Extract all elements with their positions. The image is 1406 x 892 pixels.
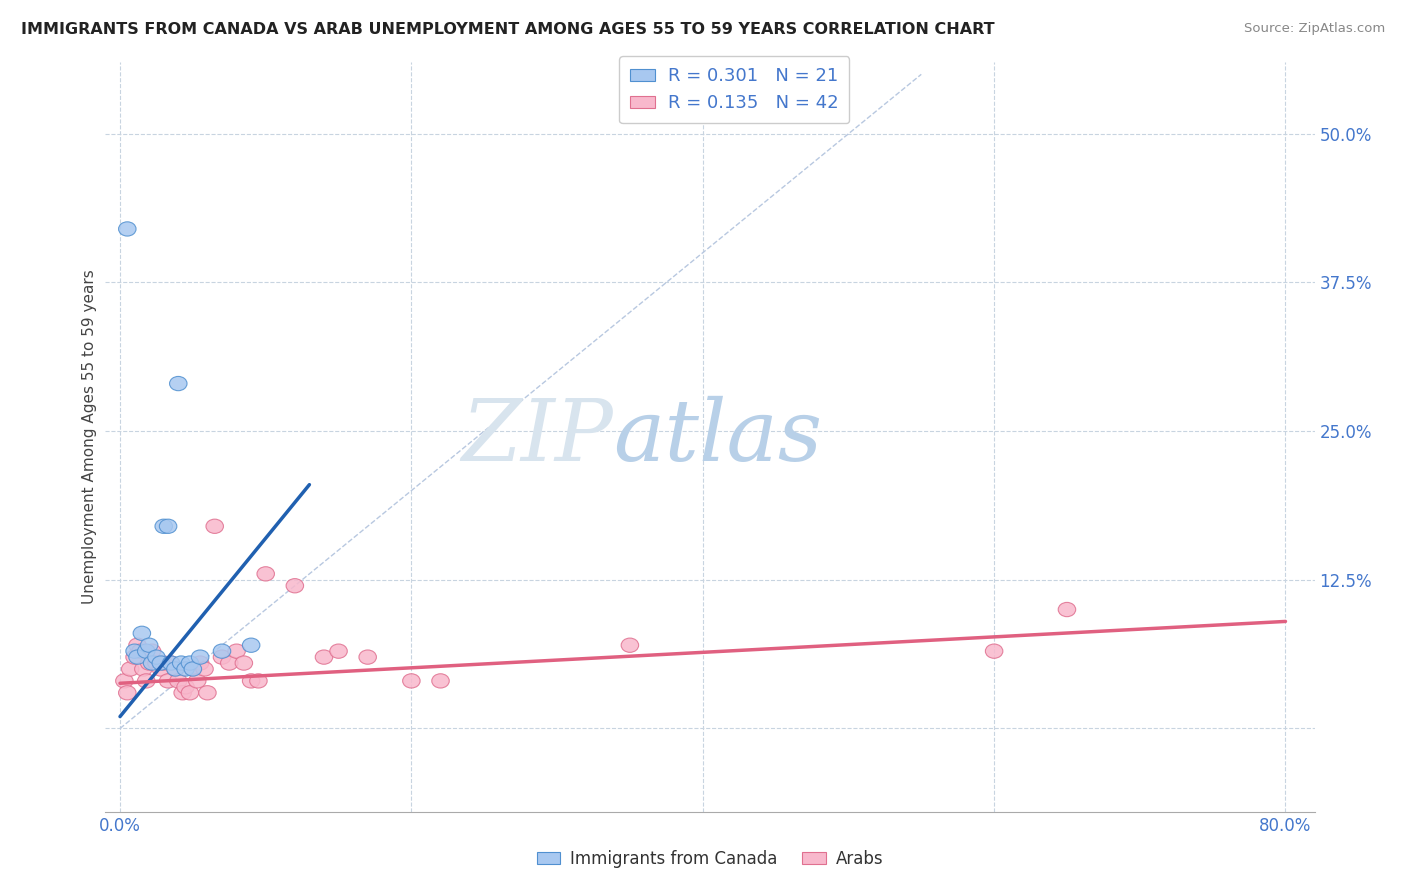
Ellipse shape <box>148 650 165 665</box>
Ellipse shape <box>148 656 165 670</box>
Ellipse shape <box>138 673 155 688</box>
Ellipse shape <box>184 662 201 676</box>
Ellipse shape <box>159 519 177 533</box>
Ellipse shape <box>155 656 173 670</box>
Ellipse shape <box>167 662 184 676</box>
Ellipse shape <box>127 644 143 658</box>
Ellipse shape <box>214 644 231 658</box>
Text: atlas: atlas <box>613 396 823 478</box>
Ellipse shape <box>152 656 170 670</box>
Ellipse shape <box>986 644 1002 658</box>
Ellipse shape <box>162 656 180 670</box>
Ellipse shape <box>181 656 198 670</box>
Text: ZIP: ZIP <box>461 396 613 478</box>
Ellipse shape <box>167 662 184 676</box>
Ellipse shape <box>135 662 152 676</box>
Ellipse shape <box>181 686 198 700</box>
Ellipse shape <box>127 650 143 665</box>
Ellipse shape <box>235 656 253 670</box>
Ellipse shape <box>221 656 238 670</box>
Ellipse shape <box>205 519 224 533</box>
Ellipse shape <box>132 644 149 658</box>
Ellipse shape <box>152 662 170 676</box>
Ellipse shape <box>188 673 205 688</box>
Ellipse shape <box>359 650 377 665</box>
Ellipse shape <box>118 686 136 700</box>
Ellipse shape <box>173 656 190 670</box>
Ellipse shape <box>162 656 180 670</box>
Ellipse shape <box>257 566 274 581</box>
Ellipse shape <box>402 673 420 688</box>
Ellipse shape <box>138 644 155 658</box>
Ellipse shape <box>177 662 194 676</box>
Ellipse shape <box>191 656 209 670</box>
Ellipse shape <box>129 638 146 652</box>
Ellipse shape <box>242 673 260 688</box>
Ellipse shape <box>129 650 146 665</box>
Ellipse shape <box>184 662 201 676</box>
Ellipse shape <box>174 686 191 700</box>
Ellipse shape <box>214 650 231 665</box>
Ellipse shape <box>118 222 136 236</box>
Ellipse shape <box>191 650 209 665</box>
Ellipse shape <box>330 644 347 658</box>
Text: Source: ZipAtlas.com: Source: ZipAtlas.com <box>1244 22 1385 36</box>
Ellipse shape <box>170 376 187 391</box>
Ellipse shape <box>134 626 150 640</box>
Ellipse shape <box>195 662 214 676</box>
Ellipse shape <box>285 579 304 593</box>
Ellipse shape <box>141 656 157 670</box>
Ellipse shape <box>432 673 450 688</box>
Ellipse shape <box>141 638 157 652</box>
Ellipse shape <box>242 638 260 652</box>
Legend: Immigrants from Canada, Arabs: Immigrants from Canada, Arabs <box>530 843 890 874</box>
Ellipse shape <box>315 650 333 665</box>
Ellipse shape <box>177 680 194 694</box>
Ellipse shape <box>121 662 139 676</box>
Ellipse shape <box>159 673 177 688</box>
Ellipse shape <box>1059 602 1076 616</box>
Ellipse shape <box>155 519 173 533</box>
Text: IMMIGRANTS FROM CANADA VS ARAB UNEMPLOYMENT AMONG AGES 55 TO 59 YEARS CORRELATIO: IMMIGRANTS FROM CANADA VS ARAB UNEMPLOYM… <box>21 22 994 37</box>
Ellipse shape <box>115 673 134 688</box>
Ellipse shape <box>170 673 187 688</box>
Ellipse shape <box>621 638 638 652</box>
Ellipse shape <box>143 644 160 658</box>
Ellipse shape <box>143 656 160 670</box>
Ellipse shape <box>228 644 245 658</box>
Y-axis label: Unemployment Among Ages 55 to 59 years: Unemployment Among Ages 55 to 59 years <box>82 269 97 605</box>
Ellipse shape <box>250 673 267 688</box>
Ellipse shape <box>198 686 217 700</box>
